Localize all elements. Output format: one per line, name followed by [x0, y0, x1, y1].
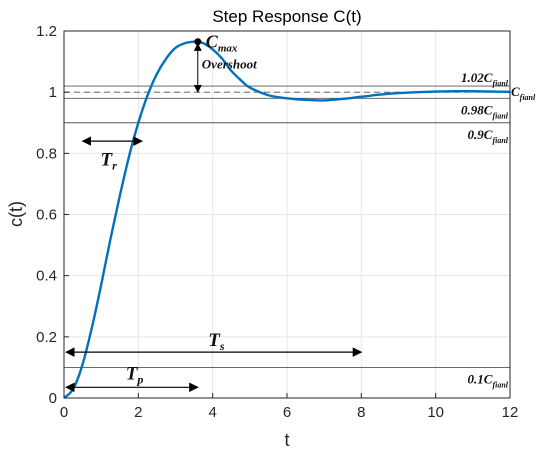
peak-label: Cmax	[206, 32, 238, 55]
reference-line-label: 0.9Cfianl	[468, 127, 509, 145]
settling-time-label: Ts	[208, 330, 225, 353]
y-tick-label: 0.4	[36, 268, 57, 285]
y-tick-label: 0.2	[36, 329, 57, 346]
x-tick-label: 4	[208, 404, 216, 421]
reference-line-label: 0.1Cfianl	[468, 371, 509, 389]
overshoot-label: Overshoot	[202, 57, 257, 72]
y-axis-label: c(t)	[6, 201, 26, 227]
x-tick-label: 8	[357, 404, 365, 421]
y-tick-label: 0	[49, 390, 57, 407]
y-tick-label: 0.8	[36, 145, 57, 162]
peak-time-label: Tp	[126, 364, 144, 387]
x-tick-label: 2	[134, 404, 142, 421]
series-layer	[63, 40, 511, 399]
series-line-0	[63, 40, 511, 399]
reference-line-label: 1.02Cfianl	[461, 70, 509, 88]
rise-time-label: Tr	[100, 149, 117, 172]
tick-labels: 0 2 4 6 8 10 12 0 0.2 0.4 0.6 0.8 1 1.2	[36, 23, 518, 421]
x-tick-label: 6	[283, 404, 291, 421]
y-tick-label: 1.2	[36, 23, 57, 40]
annotations: Cmax Overshoot Tr Ts Tp	[65, 32, 363, 393]
x-axis-label: t	[284, 430, 289, 450]
chart-title: Step Response C(t)	[212, 7, 361, 26]
x-tick-label: 10	[427, 404, 444, 421]
x-tick-label: 0	[60, 404, 68, 421]
reference-line-label: 0.98Cfianl	[461, 102, 509, 120]
y-tick-label: 0.6	[36, 207, 57, 224]
reference-line-label: Cfianl	[511, 84, 536, 102]
x-tick-label: 12	[502, 404, 519, 421]
y-tick-label: 1	[49, 84, 57, 101]
